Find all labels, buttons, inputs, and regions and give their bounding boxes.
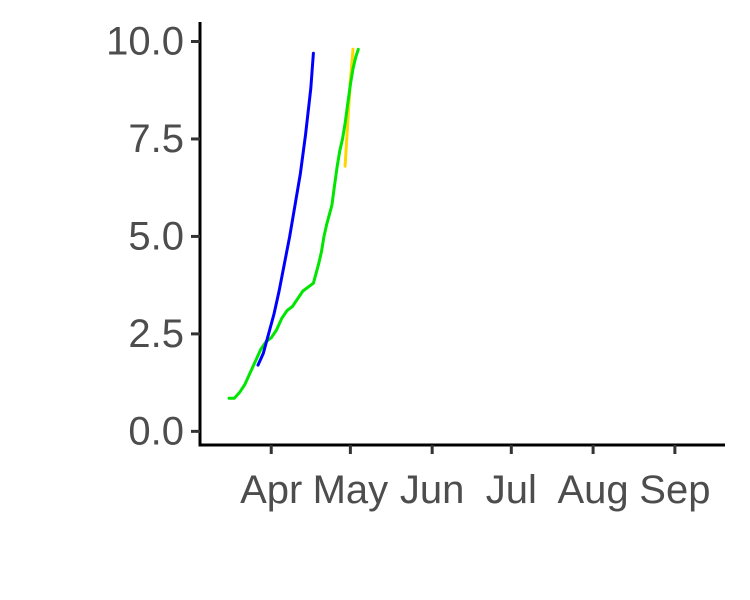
series-line-green <box>227 47 360 400</box>
axes: 0.0 2.5 5.0 7.5 10.0 Apr May Jun Jul Aug Sep <box>106 19 725 512</box>
plot-lines <box>227 47 360 400</box>
y-tick-label: 0.0 <box>128 409 184 453</box>
y-tick-label: 2.5 <box>128 312 184 356</box>
series-line-blue <box>256 51 315 367</box>
x-tick-label: May <box>313 468 389 512</box>
x-tick-label: Aug <box>558 468 629 512</box>
y-tick-label: 7.5 <box>128 117 184 161</box>
x-tick-label: Jul <box>486 468 537 512</box>
y-tick-label: 5.0 <box>128 214 184 258</box>
x-tick-label: Apr <box>240 468 302 512</box>
y-tick-label: 10.0 <box>106 19 184 63</box>
x-tick-label: Jun <box>400 468 465 512</box>
x-tick-label: Sep <box>639 468 710 512</box>
